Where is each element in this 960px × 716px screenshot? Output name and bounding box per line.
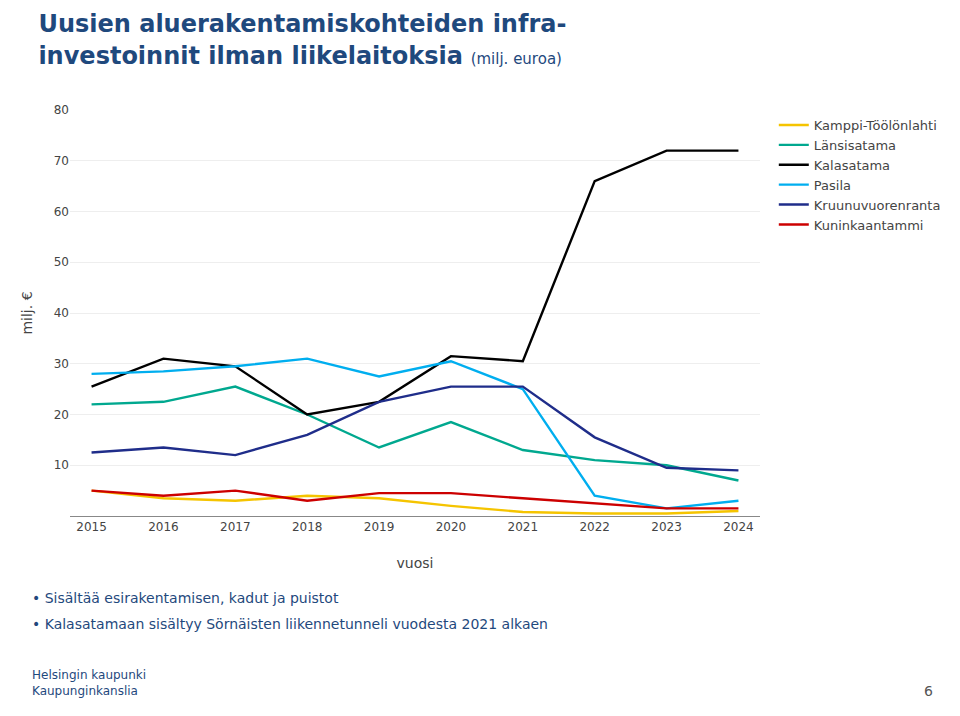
svg-text:60: 60 xyxy=(54,205,69,219)
svg-text:2019: 2019 xyxy=(364,520,395,534)
svg-text:Kalasatama: Kalasatama xyxy=(814,158,890,173)
svg-text:20: 20 xyxy=(54,408,69,422)
svg-text:Kruunuvuorenranta: Kruunuvuorenranta xyxy=(814,198,941,213)
svg-text:• Sisältää esirakentamisen, ka: • Sisältää esirakentamisen, kadut ja pui… xyxy=(32,590,339,606)
svg-text:2022: 2022 xyxy=(579,520,610,534)
svg-text:2016: 2016 xyxy=(148,520,179,534)
svg-text:2018: 2018 xyxy=(292,520,323,534)
svg-text:Helsingin kaupunkiKaupunginkan: Helsingin kaupunkiKaupunginkanslia xyxy=(32,668,146,698)
svg-text:50: 50 xyxy=(54,255,69,269)
svg-text:30: 30 xyxy=(54,357,69,371)
svg-text:2020: 2020 xyxy=(436,520,467,534)
svg-text:Länsisatama: Länsisatama xyxy=(814,138,896,153)
svg-text:2021: 2021 xyxy=(508,520,539,534)
svg-text:milj. €: milj. € xyxy=(19,291,35,334)
svg-text:Kuninkaantammi: Kuninkaantammi xyxy=(814,218,924,233)
svg-text:10: 10 xyxy=(54,458,69,472)
svg-text:80: 80 xyxy=(54,103,69,117)
svg-text:2024: 2024 xyxy=(723,520,754,534)
svg-text:• Kalasatamaan sisältyy Sörnäi: • Kalasatamaan sisältyy Sörnäisten liike… xyxy=(32,616,548,632)
svg-text:70: 70 xyxy=(54,154,69,168)
svg-text:2023: 2023 xyxy=(651,520,682,534)
svg-text:2017: 2017 xyxy=(220,520,251,534)
svg-text:Pasila: Pasila xyxy=(814,178,851,193)
svg-text:6: 6 xyxy=(924,683,933,699)
svg-text:40: 40 xyxy=(54,306,69,320)
svg-text:2015: 2015 xyxy=(76,520,107,534)
svg-text:Kamppi-Töölönlahti: Kamppi-Töölönlahti xyxy=(814,118,937,133)
svg-text:Uusien aluerakentamiskohteiden: Uusien aluerakentamiskohteiden infra-inv… xyxy=(38,10,566,69)
svg-text:vuosi: vuosi xyxy=(397,555,434,571)
